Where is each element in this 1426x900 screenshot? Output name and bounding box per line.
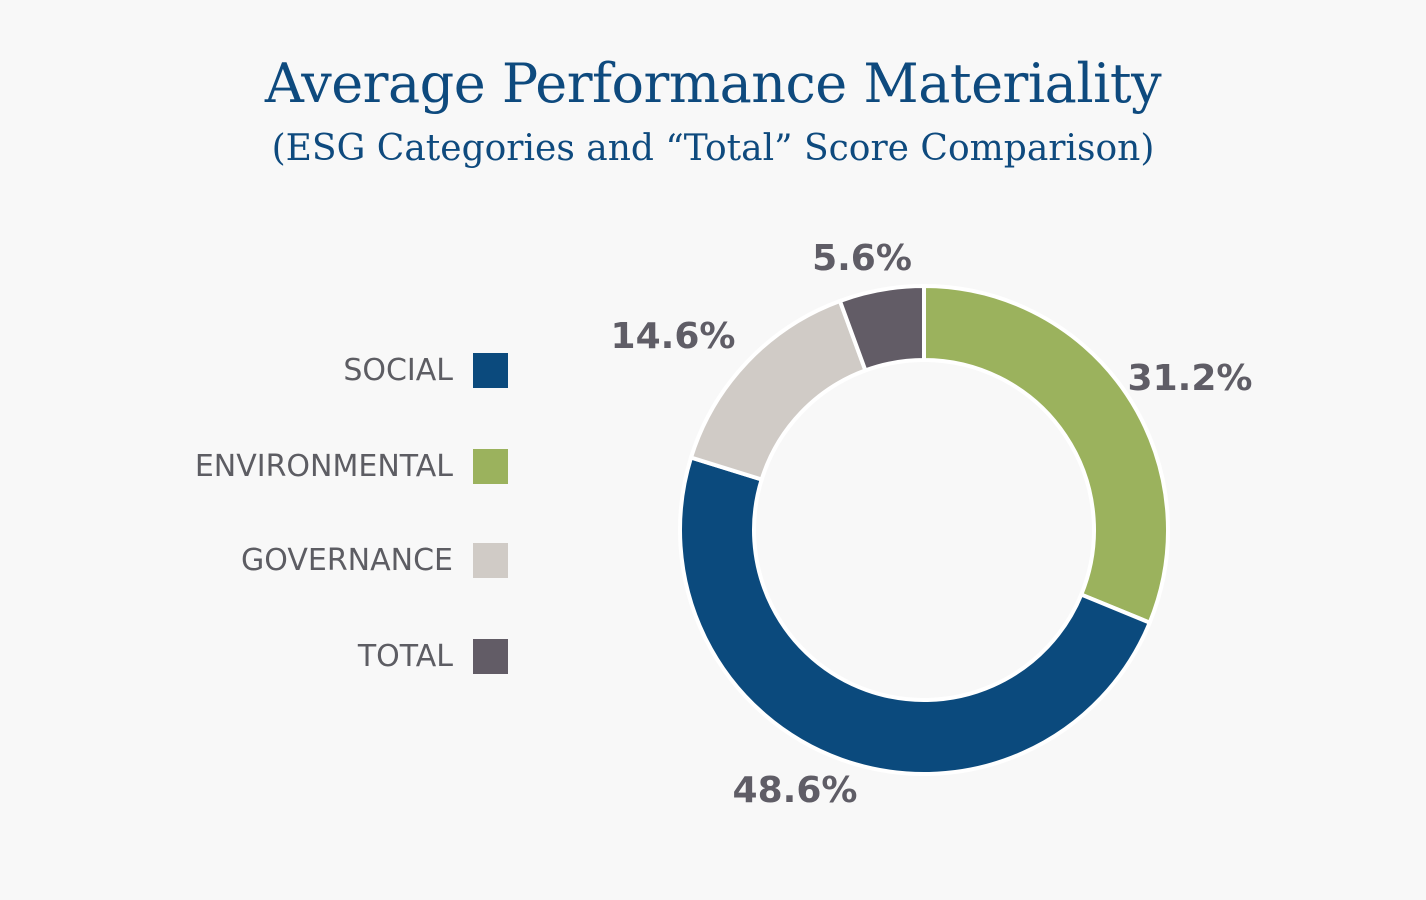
data-label-governance: 14.6% bbox=[611, 316, 736, 357]
data-label-environmental: 31.2% bbox=[1128, 358, 1253, 399]
legend-item-governance: GOVERNANCE bbox=[0, 542, 508, 578]
chart-title: Average Performance Materiality bbox=[264, 52, 1162, 115]
slice-social bbox=[678, 455, 1153, 776]
legend-item-social: SOCIAL bbox=[0, 352, 508, 388]
legend-swatch-total bbox=[473, 638, 508, 674]
legend-item-total: TOTAL bbox=[0, 638, 508, 674]
data-label-social: 48.6% bbox=[733, 770, 858, 811]
slice-environmental bbox=[922, 283, 1170, 626]
slice-total bbox=[837, 283, 926, 373]
legend-label-governance: GOVERNANCE bbox=[241, 542, 453, 578]
legend-swatch-environmental bbox=[473, 448, 508, 484]
chart-subtitle: (ESG Categories and “Total” Score Compar… bbox=[271, 128, 1155, 169]
legend-item-environmental: ENVIRONMENTAL bbox=[0, 448, 508, 484]
legend-label-total: TOTAL bbox=[357, 638, 453, 674]
legend-swatch-governance bbox=[473, 542, 508, 578]
legend-swatch-social bbox=[473, 352, 508, 388]
legend-label-environmental: ENVIRONMENTAL bbox=[194, 448, 453, 484]
data-label-total: 5.6% bbox=[812, 238, 912, 279]
legend-label-social: SOCIAL bbox=[343, 352, 453, 388]
